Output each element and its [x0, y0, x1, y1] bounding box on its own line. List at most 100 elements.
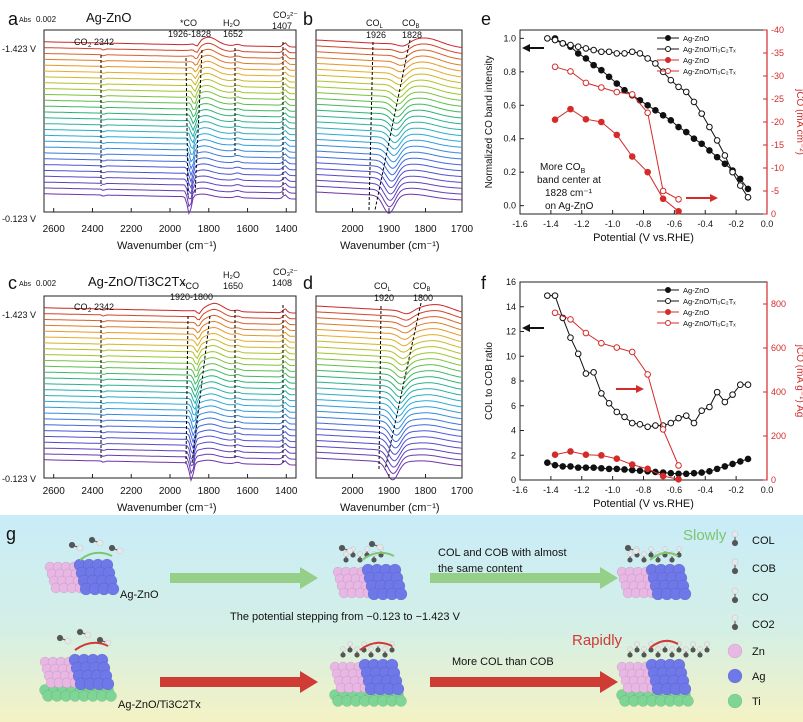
legend-c-atom [731, 623, 739, 631]
spectrum-trace [43, 181, 296, 200]
spectrum-trace [43, 133, 296, 150]
legend-label: CO [752, 592, 769, 604]
xlabel-b: Wavenumber (cm⁻¹) [340, 240, 440, 252]
legend-label: Ag-ZnO [683, 34, 709, 43]
panel-a-title: Ag-ZnO [86, 10, 132, 25]
data-point [559, 463, 567, 470]
data-point [605, 73, 613, 81]
cob-label-d: COB [413, 281, 431, 293]
data-point [675, 195, 682, 203]
legend-marker [665, 57, 671, 63]
legend-label: COL [752, 535, 775, 547]
data-point [544, 35, 551, 42]
c-atom [76, 628, 84, 636]
c-atom [627, 652, 633, 658]
data-point [729, 168, 736, 176]
y-tick-label: 0 [511, 475, 516, 485]
y-tick-label: 14 [506, 302, 516, 312]
data-point [613, 455, 621, 462]
spectrum-trace [43, 42, 296, 54]
spectrum-trace [315, 404, 463, 423]
data-point [675, 462, 682, 469]
o-atom [347, 641, 353, 647]
c-atom [669, 652, 675, 658]
data-point [729, 460, 736, 468]
y-tick-label: 0.8 [503, 67, 516, 77]
v-bot-a: -0.123 V [2, 214, 36, 224]
y-tick-label: 0.4 [503, 134, 516, 144]
data-point [574, 43, 582, 51]
x-tick-label: -0.2 [728, 219, 744, 229]
x-tick-label: 1900 [378, 486, 401, 497]
legend-marker [665, 298, 671, 304]
spectrum-trace [315, 358, 463, 372]
legend-c-atom [731, 539, 739, 547]
spectrum-trace [315, 445, 463, 468]
panel-d-letter: d [303, 273, 313, 293]
data-point [567, 105, 574, 113]
cob-value-b: 1828 [402, 30, 422, 40]
x-tick-label: 2400 [81, 224, 104, 235]
o-atom [641, 646, 647, 652]
c-atom [340, 652, 346, 658]
x-tick-label: -0.8 [636, 219, 652, 229]
spectrum-trace [43, 66, 296, 80]
data-point [713, 388, 721, 396]
spectrum-trace [43, 399, 296, 416]
spectrum-trace [316, 352, 463, 366]
panel-b: b COL 1926 COB 1828 2000 1900 1800 1700 Wav… [303, 9, 474, 252]
curve-arrow-green [649, 551, 679, 561]
x-tick-label: -1.2 [574, 219, 590, 229]
spectrum-trace [43, 345, 296, 360]
h2o-label-c: H₂O [223, 270, 240, 280]
spectrum-trace [315, 334, 463, 347]
spectrum-trace [43, 447, 296, 467]
clusters [39, 536, 710, 707]
y-axis-label: Normalized CO band intensity [484, 56, 495, 189]
ticks-d: 2000 1900 1800 1700 [341, 474, 474, 497]
panel-a-letter: a [8, 9, 19, 29]
legend-label: Zn [752, 646, 765, 658]
data-point [605, 465, 613, 473]
data-point [590, 369, 597, 376]
legend-marker [665, 287, 671, 293]
x-tick-label: 2000 [341, 486, 364, 497]
o-atom [655, 646, 661, 652]
data-point [706, 123, 713, 131]
spectrum-trace [44, 314, 297, 327]
spectrum-trace [43, 121, 296, 138]
legend-sphere [727, 643, 743, 659]
data-point [659, 187, 667, 195]
spectrum-trace [315, 191, 463, 214]
legend-o-atom [731, 587, 739, 595]
data-point [551, 36, 559, 44]
c-atom [357, 557, 363, 563]
o-atom [343, 551, 349, 557]
legend-label: Ag-ZnO [683, 56, 709, 65]
data-point [675, 470, 682, 478]
legend-label: Ag-ZnO [683, 286, 709, 295]
data-point [652, 106, 659, 114]
c-atom [655, 557, 661, 563]
rapidly-text: Rapidly [572, 632, 623, 649]
o-atom [340, 646, 346, 652]
ag-atom [106, 582, 120, 596]
data-point [667, 469, 675, 477]
data-point [644, 371, 651, 378]
label-ag-zno: Ag-ZnO [120, 589, 159, 601]
data-point [667, 117, 675, 124]
co2-value-c: 2342 [94, 302, 114, 312]
co-peak-c: *CO [182, 281, 199, 291]
data-point [628, 91, 636, 98]
x-axis-label: Potential (V vs.RHE) [593, 498, 694, 510]
spectrum-trace [43, 320, 296, 334]
data-point [613, 80, 621, 87]
y-tick-label: 0.0 [503, 201, 516, 211]
series-line [547, 295, 748, 428]
o-atom [704, 641, 710, 647]
c-atom [697, 652, 703, 658]
x-tick-label: -1.4 [543, 485, 559, 495]
v-top-c: -1.423 V [2, 310, 36, 320]
data-point [544, 459, 551, 466]
co-range-c: 1920-1800 [170, 292, 213, 302]
